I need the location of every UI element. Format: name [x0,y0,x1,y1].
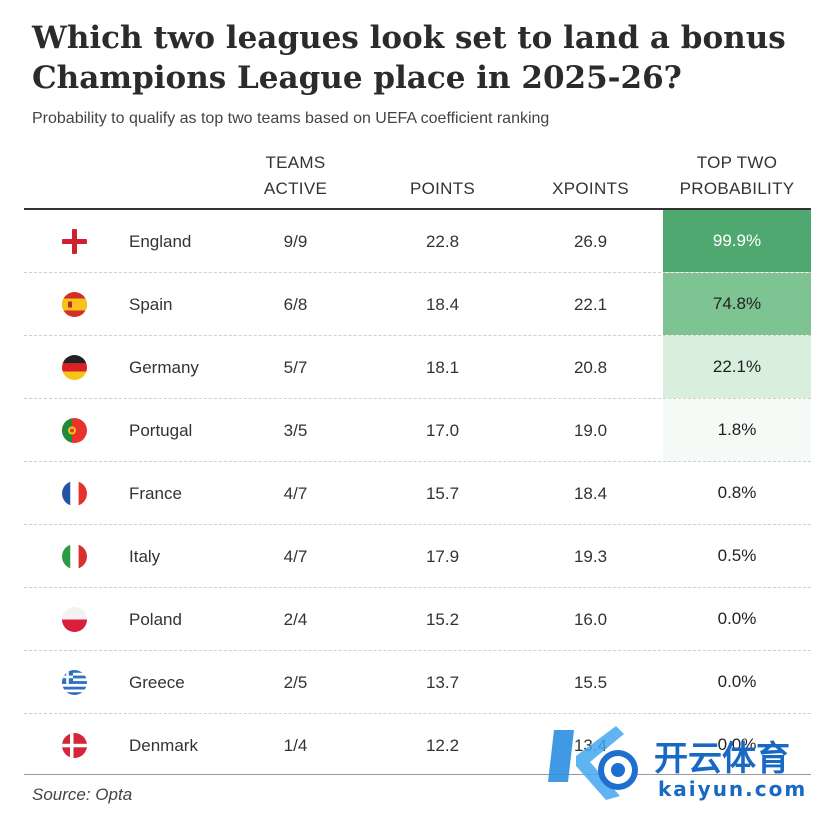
probability-cell: 1.8% [663,399,811,461]
table-bottom-rule [24,774,811,775]
xpoints-cell: 19.0 [573,421,608,440]
teams-active-cell: 9/9 [283,232,308,251]
league-name: Germany [129,358,199,377]
teams-active-cell: 1/4 [283,736,308,755]
row-separator [24,398,811,399]
row-separator [24,335,811,336]
column-header-prob-line1: TOP TWO [696,153,778,172]
italy-flag-icon [62,544,87,569]
xpoints-cell: 26.9 [573,232,608,251]
column-header-probability: TOP TWO PROBABILITY [663,150,811,202]
league-name: England [129,232,192,251]
league-name: Spain [129,295,173,314]
league-name: France [129,484,182,503]
probability-cell: 0.5% [717,546,757,565]
points-cell: 12.2 [425,736,460,755]
league-name: Denmark [129,736,198,755]
xpoints-cell: 15.5 [573,673,608,692]
probability-cell: 0.8% [717,483,757,502]
chart-title: Which two leagues look set to land a bon… [32,20,786,96]
xpoints-cell: 19.3 [573,547,608,566]
points-cell: 13.7 [425,673,460,692]
row-separator [24,461,811,462]
table-row: Italy 4/7 17.9 19.3 0.5% [24,525,811,588]
column-header-teams-active: TEAMS ACTIVE [248,150,343,202]
points-cell: 17.0 [425,421,460,440]
column-header-prob-line2: PROBABILITY [679,179,795,198]
table-row: Greece 2/5 13.7 15.5 0.0% [24,651,811,714]
column-header-teams-line1: TEAMS [265,153,326,172]
england-flag-icon [62,229,87,254]
points-cell: 18.4 [425,295,460,314]
row-separator [24,524,811,525]
points-cell: 15.2 [425,610,460,629]
table-row: Poland 2/4 15.2 16.0 0.0% [24,588,811,651]
column-header-xpoints: XPOINTS [552,179,629,198]
table-row: France 4/7 15.7 18.4 0.8% [24,462,811,525]
source-note: Source: Opta [32,785,133,804]
greece-flag-icon [62,670,87,695]
teams-active-cell: 3/5 [283,421,308,440]
watermark-logo: 开云体育 kaiyun.com [546,722,826,812]
watermark-url: kaiyun.com [658,777,807,801]
portugal-flag-icon [62,418,87,443]
points-cell: 22.8 [425,232,460,251]
probability-cell: 22.1% [663,336,811,398]
xpoints-cell: 20.8 [573,358,608,377]
teams-active-cell: 4/7 [283,484,308,503]
table-row: Portugal 3/5 17.0 19.0 1.8% [24,399,811,462]
denmark-flag-icon [62,733,87,758]
points-cell: 17.9 [425,547,460,566]
league-name: Greece [129,673,185,692]
probability-cell: 99.9% [663,210,811,272]
chart-subtitle: Probability to qualify as top two teams … [32,110,550,127]
column-header-points: POINTS [409,179,476,198]
watermark-brand: 开云体育 [654,739,790,779]
league-name: Italy [129,547,161,566]
xpoints-cell: 22.1 [573,295,608,314]
points-cell: 15.7 [425,484,460,503]
teams-active-cell: 2/4 [283,610,308,629]
league-name: Portugal [129,421,193,440]
xpoints-cell: 18.4 [573,484,608,503]
probability-cell: 0.0% [717,672,757,691]
table-row: Spain 6/8 18.4 22.1 74.8% [24,273,811,336]
france-flag-icon [62,481,87,506]
probability-cell: 0.0% [717,609,757,628]
column-header-teams-line2: ACTIVE [263,179,328,198]
germany-flag-icon [62,355,87,380]
teams-active-cell: 4/7 [283,547,308,566]
spain-flag-icon [62,292,87,317]
row-separator [24,587,811,588]
points-cell: 18.1 [425,358,460,377]
row-separator [24,650,811,651]
xpoints-cell: 16.0 [573,610,608,629]
poland-flag-icon [62,607,87,632]
row-separator [24,713,811,714]
table-row: Germany 5/7 18.1 20.8 22.1% [24,336,811,399]
teams-active-cell: 6/8 [283,295,308,314]
probability-cell: 0.0% [717,735,757,754]
teams-active-cell: 2/5 [283,673,308,692]
table-row: England 9/9 22.8 26.9 99.9% [24,210,811,273]
probability-cell: 74.8% [663,273,811,335]
league-name: Poland [129,610,182,629]
row-separator [24,272,811,273]
header-rule [24,208,811,210]
kaiyun-logo-icon: 开云体育 kaiyun.com [548,726,807,801]
teams-active-cell: 5/7 [283,358,308,377]
